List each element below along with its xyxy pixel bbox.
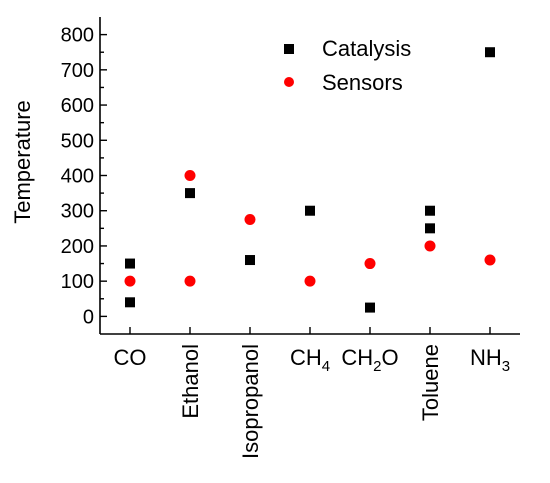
y-tick-label: 0 [83, 306, 94, 328]
legend-marker-sensors [284, 77, 294, 87]
x-tick-label: CO [114, 345, 147, 370]
point-sensors [484, 254, 496, 266]
point-sensors [124, 275, 136, 287]
point-catalysis [185, 188, 195, 199]
legend-label-sensors: Sensors [322, 70, 403, 95]
point-catalysis [485, 47, 495, 58]
x-tick-label: NH3 [470, 345, 510, 375]
point-sensors [424, 240, 436, 252]
point-sensors [184, 275, 196, 287]
y-axis-title: Temperature [10, 100, 35, 224]
point-sensors [304, 275, 316, 287]
y-tick-label: 300 [61, 201, 94, 223]
data-points [124, 47, 496, 313]
point-catalysis [125, 258, 135, 269]
x-tick-label: Toluene [418, 344, 443, 421]
y-tick-label: 600 [61, 95, 94, 117]
y-tick-label: 200 [61, 236, 94, 258]
point-catalysis [365, 302, 375, 313]
y-ticks: 0 100 200 300 400 500 600 700 800 [61, 25, 107, 328]
point-sensors [364, 258, 376, 270]
point-catalysis [245, 255, 255, 266]
x-tick-label: CH2O [341, 345, 398, 375]
y-tick-label: 500 [61, 130, 94, 152]
point-catalysis [125, 297, 135, 308]
legend-label-catalysis: Catalysis [322, 36, 411, 61]
x-ticks: CO Ethanol Isopropanol CH4 CH2O Toluene NH3 [114, 327, 510, 459]
point-sensors [244, 214, 256, 226]
point-catalysis [425, 205, 435, 216]
x-tick-label: CH4 [290, 345, 330, 375]
legend: Catalysis Sensors [284, 36, 411, 95]
point-catalysis [305, 205, 315, 216]
y-tick-label: 700 [61, 60, 94, 82]
y-tick-label: 100 [61, 271, 94, 293]
legend-marker-catalysis [284, 44, 294, 54]
x-tick-label: Ethanol [178, 344, 203, 419]
y-tick-label: 800 [61, 25, 94, 47]
point-sensors [184, 170, 196, 181]
y-tick-label: 400 [61, 166, 94, 188]
x-tick-label: Isopropanol [238, 344, 263, 459]
point-catalysis [425, 223, 435, 234]
